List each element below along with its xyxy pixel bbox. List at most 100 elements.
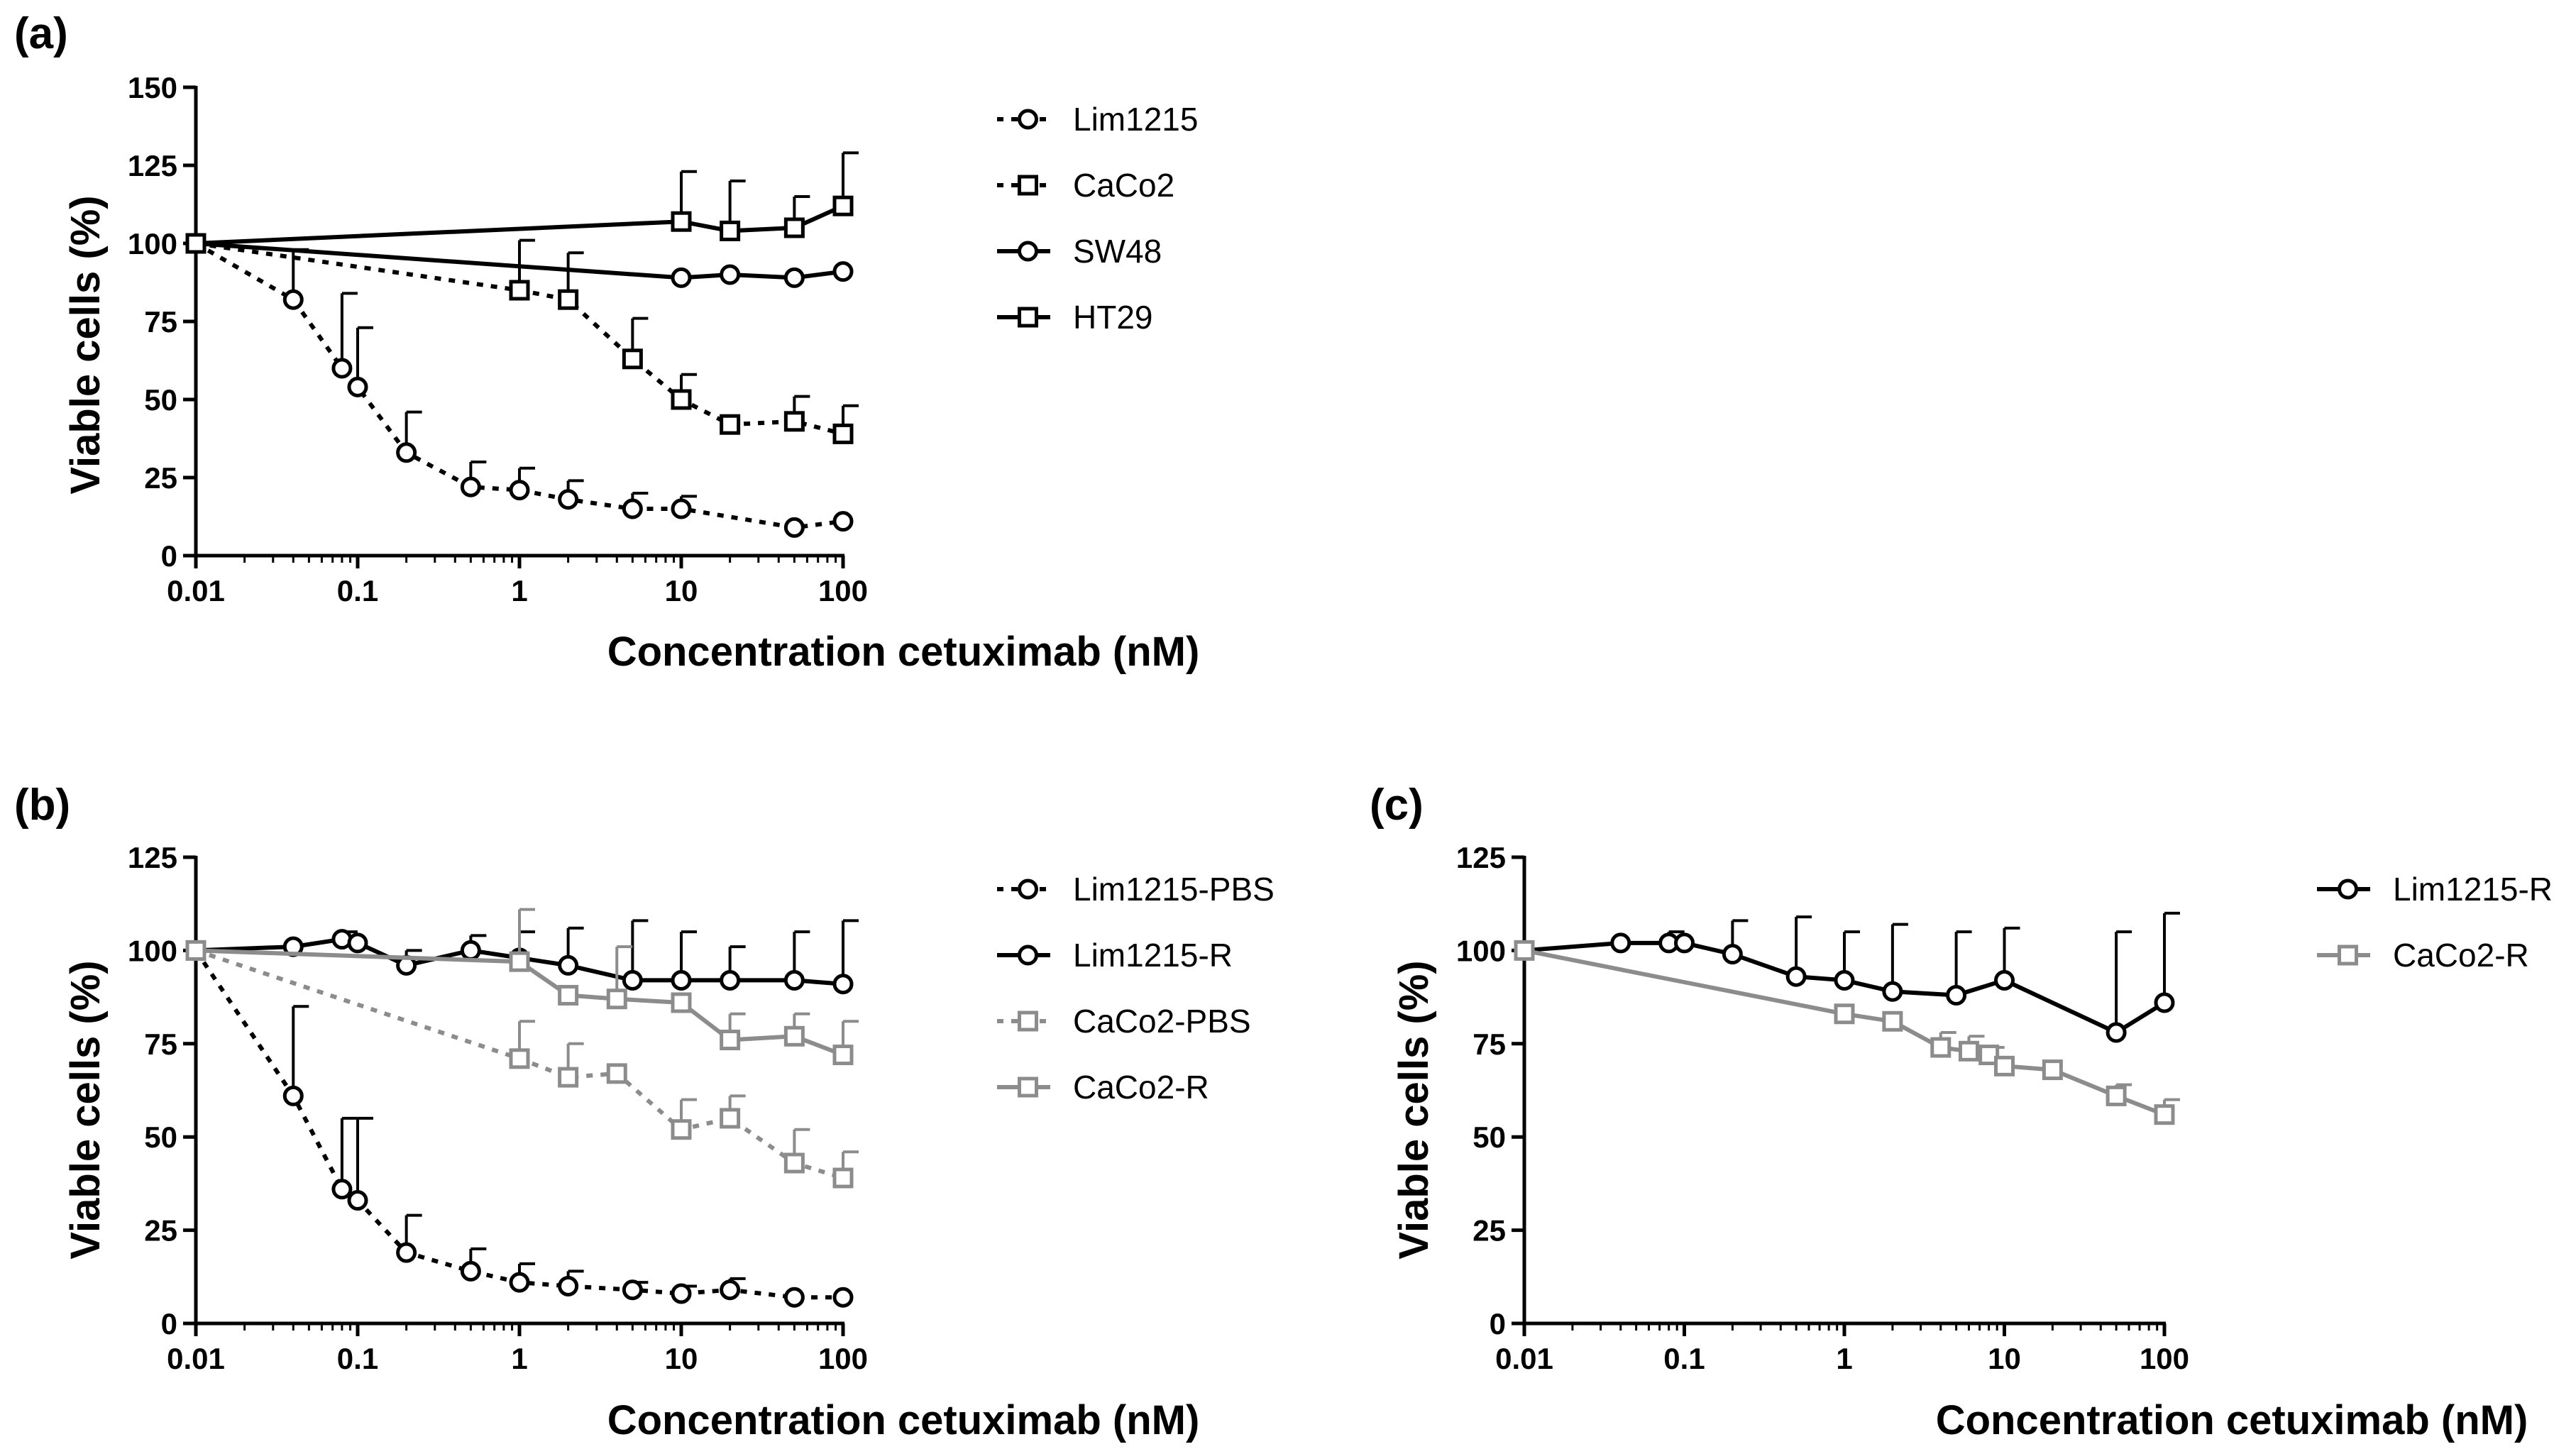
- panel-a-legend-marker: [1018, 109, 1038, 130]
- panel-c-legend-label: Lim1215-R: [2393, 871, 2553, 908]
- panel-c-point: [1674, 932, 1695, 954]
- panel-b-x-tick-label: 10: [665, 1342, 698, 1375]
- panel-a-point: [622, 348, 643, 370]
- panel-c-point: [1882, 981, 1903, 1002]
- panel-a-point: [509, 280, 530, 301]
- panel-b-point: [331, 1179, 353, 1200]
- panel-b-point: [671, 992, 692, 1013]
- panel-c-y-tick-label: 25: [1473, 1214, 1506, 1248]
- panel-a-y-tick-label: 0: [161, 539, 177, 573]
- panel-b-point: [460, 1260, 481, 1282]
- panel-b-point: [558, 1275, 579, 1296]
- panel-b-legend-label: Lim1215-PBS: [1073, 871, 1275, 908]
- panel-b-y-axis-title: Viable cells (%): [62, 960, 109, 1259]
- panel-a-point: [558, 489, 579, 510]
- panel-b-x-axis-title: Concentration cetuximab (nM): [607, 1397, 1200, 1443]
- panel-b-point: [832, 1287, 854, 1308]
- panel-b-point: [720, 969, 741, 991]
- panel-c-point: [1722, 944, 1743, 965]
- panel-a-point: [720, 414, 741, 435]
- panel-c-x-tick-label: 1: [1836, 1342, 1852, 1375]
- panel-a-y-tick-label: 150: [128, 71, 177, 104]
- panel-c-x-tick-label: 10: [1988, 1342, 2021, 1375]
- panel-b-letter: (b): [14, 781, 70, 830]
- panel-a-point: [460, 476, 481, 497]
- panel-b-point: [720, 1030, 741, 1051]
- panel-b-x-tick-label: 0.1: [337, 1342, 378, 1375]
- panel-a-legend-marker: [1018, 307, 1038, 328]
- panel-c-point: [1514, 940, 1535, 961]
- panel-b-point: [185, 940, 207, 961]
- panel-b: (b) Concentration cetuximab (nM) Viable …: [14, 781, 1275, 1443]
- panel-a-legend-marker: [1018, 175, 1038, 196]
- panel-b-point: [558, 954, 579, 976]
- panel-c-point: [2106, 1085, 2127, 1106]
- panel-a-point: [671, 211, 692, 232]
- panel-c-legend-label: CaCo2-R: [2393, 937, 2529, 974]
- panel-c-point: [2154, 992, 2175, 1013]
- panel-b-point: [671, 1283, 692, 1304]
- panel-c-point: [2042, 1059, 2063, 1081]
- panel-a-point: [832, 511, 854, 532]
- panel-b-point: [832, 1167, 854, 1189]
- panel-a-legend-label: Lim1215: [1073, 101, 1198, 138]
- panel-b-plot: 0 25 50 75 100 125 0.01 0.1 1 10 100: [128, 841, 868, 1375]
- panel-b-point: [671, 1119, 692, 1140]
- panel-b-point: [720, 1108, 741, 1129]
- panel-a-point: [671, 389, 692, 410]
- panel-b-legend-label: Lim1215-R: [1073, 937, 1233, 974]
- panel-c-point: [2106, 1022, 2127, 1043]
- panel-c-legend-marker: [2338, 879, 2358, 900]
- panel-a-point: [783, 411, 805, 432]
- panel-c-x-axis-title: Concentration cetuximab (nM): [1936, 1397, 2528, 1443]
- panel-a-series-0: [185, 233, 854, 538]
- panel-b-point: [347, 932, 368, 954]
- panel-b-point: [460, 940, 481, 961]
- panel-c-y-tick-label: 0: [1490, 1307, 1506, 1340]
- panel-b-point: [606, 1063, 627, 1084]
- panel-a-y-tick-label: 50: [144, 383, 177, 417]
- panel-a-legend-marker: [1018, 241, 1038, 262]
- panel-b-point: [347, 1190, 368, 1211]
- panel-a-x-tick-label: 0.1: [337, 574, 378, 607]
- panel-a-plot: 0 25 50 75 100 125 150 0.01 0.1 1 10 100: [128, 71, 868, 607]
- panel-a-y-tick-label: 25: [144, 461, 177, 495]
- panel-c-point: [1958, 1040, 1979, 1062]
- panel-b-x-tick-label: 100: [818, 1342, 868, 1375]
- panel-a-point: [671, 498, 692, 519]
- panel-b-x-tick-label: 0.01: [167, 1342, 225, 1375]
- panel-c-point: [2154, 1104, 2175, 1125]
- panel-b-point: [671, 969, 692, 991]
- panel-b-point: [509, 951, 530, 972]
- panel-a-point: [331, 358, 353, 379]
- panel-b-point: [832, 974, 854, 995]
- panel-c-point: [1785, 966, 1807, 987]
- panel-a-legend-label: HT29: [1073, 299, 1152, 336]
- panel-b-series-3: [185, 908, 859, 1066]
- panel-a-x-axis-title: Concentration cetuximab (nM): [607, 629, 1200, 675]
- panel-a-point: [396, 442, 417, 463]
- panel-a-point: [558, 289, 579, 310]
- panel-c-letter: (c): [1370, 781, 1424, 830]
- panel-b-point: [783, 969, 805, 991]
- panel-c-legend-marker: [2338, 944, 2358, 966]
- panel-a-series-3: [185, 151, 859, 254]
- panel-a-y-tick-label: 100: [128, 227, 177, 260]
- panel-a-series-1: [185, 233, 859, 444]
- panel-b-y-tick-label: 50: [144, 1120, 177, 1154]
- panel-b-legend-marker: [1018, 1076, 1038, 1098]
- panel-b-point: [622, 969, 643, 991]
- panel-c-point: [1834, 1003, 1855, 1025]
- panel-b-y-tick-label: 25: [144, 1214, 177, 1248]
- panel-c-x-tick-label: 0.01: [1495, 1342, 1553, 1375]
- panel-a-point: [783, 517, 805, 538]
- panel-b-point: [622, 1279, 643, 1301]
- panel-b-legend-marker: [1018, 944, 1038, 966]
- panel-a-x-tick-label: 100: [818, 574, 868, 607]
- panel-a-legend-label: CaCo2: [1073, 167, 1174, 204]
- panel-c-point: [1834, 969, 1855, 991]
- panel-a-y-axis-title: Viable cells (%): [62, 195, 109, 494]
- panel-a-x-tick-label: 1: [511, 574, 527, 607]
- panel-a-point: [832, 195, 854, 216]
